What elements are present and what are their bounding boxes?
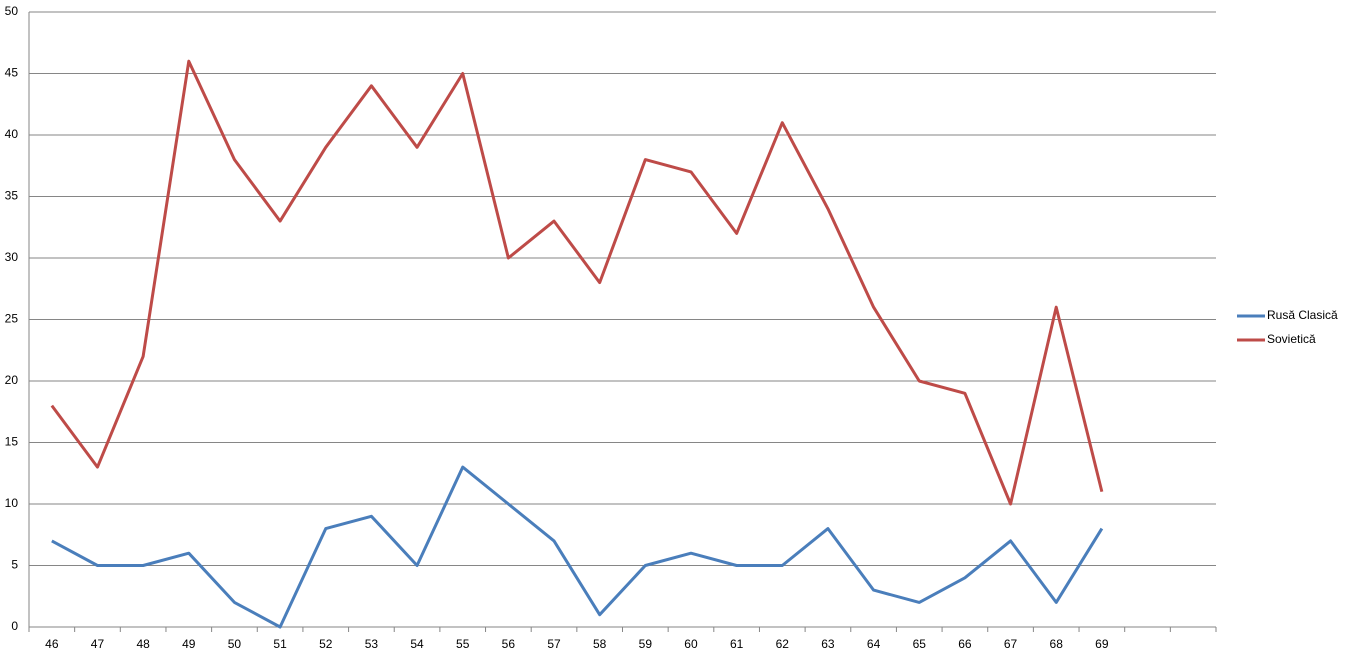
x-tick-label: 52: [319, 637, 333, 651]
x-tick-label: 50: [228, 637, 242, 651]
legend-label: Rusă Clasică: [1267, 308, 1338, 322]
x-tick-label: 59: [639, 637, 653, 651]
y-tick-label: 35: [5, 189, 19, 203]
y-tick-label: 10: [5, 496, 19, 510]
x-tick-label: 65: [913, 637, 927, 651]
legend-label: Sovietică: [1267, 332, 1316, 346]
y-tick-label: 25: [5, 312, 19, 326]
x-tick-label: 63: [821, 637, 835, 651]
x-tick-label: 55: [456, 637, 470, 651]
x-tick-label: 66: [958, 637, 972, 651]
y-tick-label: 40: [5, 127, 19, 141]
x-tick-label: 64: [867, 637, 881, 651]
x-tick-label: 53: [365, 637, 379, 651]
x-tick-label: 56: [502, 637, 516, 651]
y-tick-label: 0: [11, 619, 18, 633]
x-tick-label: 58: [593, 637, 607, 651]
x-tick-label: 51: [273, 637, 287, 651]
y-tick-label: 45: [5, 66, 19, 80]
x-tick-label: 46: [45, 637, 59, 651]
y-tick-label: 15: [5, 435, 19, 449]
y-tick-label: 50: [5, 4, 19, 18]
x-tick-label: 61: [730, 637, 744, 651]
x-tick-label: 47: [91, 637, 105, 651]
y-tick-label: 20: [5, 373, 19, 387]
x-tick-label: 49: [182, 637, 196, 651]
x-tick-label: 60: [684, 637, 698, 651]
x-tick-label: 67: [1004, 637, 1018, 651]
x-tick-label: 54: [410, 637, 424, 651]
x-tick-label: 48: [136, 637, 150, 651]
x-tick-label: 57: [547, 637, 561, 651]
x-tick-label: 68: [1050, 637, 1064, 651]
y-tick-label: 30: [5, 250, 19, 264]
x-tick-label: 62: [776, 637, 790, 651]
line-series: [50, 59, 1104, 506]
x-tick-label: 69: [1095, 637, 1109, 651]
y-tick-label: 5: [11, 558, 18, 572]
line-series: [51, 465, 1104, 629]
